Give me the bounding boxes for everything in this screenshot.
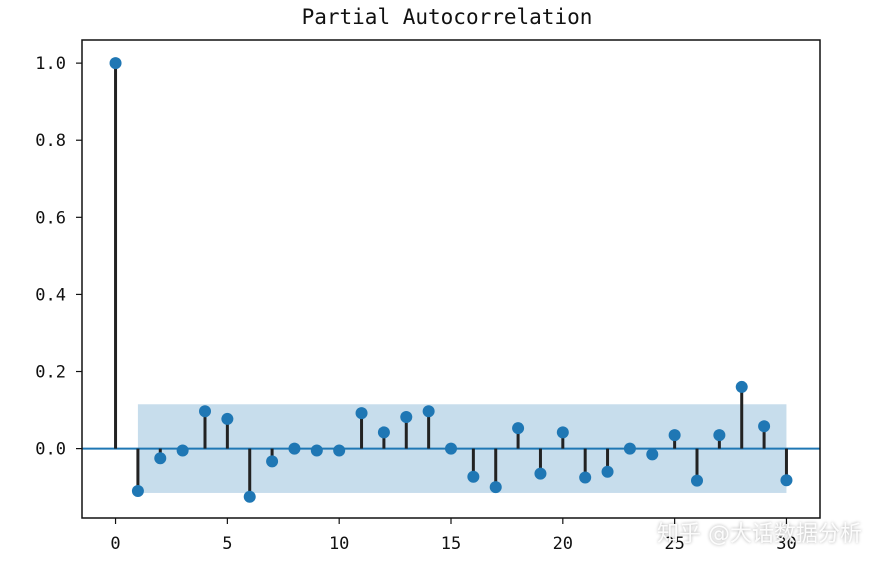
stem-marker (310, 444, 323, 457)
stem-marker (668, 429, 681, 442)
stem-marker (131, 485, 144, 498)
stem-marker (400, 411, 413, 424)
x-tick-label: 30 (776, 534, 796, 554)
y-tick-label: 0.6 (35, 208, 66, 228)
stem-marker (445, 442, 457, 455)
stem-marker (243, 490, 256, 503)
x-tick-label: 15 (441, 534, 461, 554)
stem-marker (512, 422, 525, 435)
stem-marker (601, 465, 614, 478)
stem-marker (154, 452, 167, 465)
stem-marker (176, 444, 189, 457)
x-tick-label: 5 (222, 534, 232, 554)
stem-marker (713, 429, 726, 442)
stem-marker (758, 420, 771, 433)
stem-marker (556, 426, 569, 439)
y-tick-label: 0.2 (35, 363, 66, 383)
x-tick-label: 25 (664, 534, 684, 554)
x-tick-label: 10 (329, 534, 349, 554)
y-tick-label: 0.4 (35, 285, 66, 305)
stem-marker (288, 442, 301, 455)
plot-area (81, 39, 821, 519)
stem-marker (646, 448, 659, 461)
stem-marker (623, 442, 636, 455)
stem-marker (691, 474, 703, 487)
stem-marker (221, 412, 234, 425)
stem-marker (422, 405, 435, 418)
chart-title: Partial Autocorrelation (302, 5, 593, 29)
watermark-text: 知乎 @大话数据分析 (657, 522, 862, 547)
x-axis: 0 5 10 15 20 25 30 (110, 518, 797, 554)
x-tick-label: 0 (110, 534, 120, 554)
y-tick-label: 0.0 (35, 440, 66, 460)
stem-marker (780, 474, 793, 487)
stem-marker (467, 470, 480, 483)
x-tick-label: 20 (553, 534, 573, 554)
stem-marker (534, 467, 547, 480)
stem-marker (266, 455, 279, 468)
stem-marker (735, 380, 748, 393)
y-tick-label: 0.8 (35, 131, 66, 151)
y-tick-label: 1.0 (35, 54, 66, 74)
stem-marker (109, 57, 122, 70)
stem-marker (333, 444, 346, 457)
y-axis: 0.0 0.2 0.4 0.6 0.8 1.0 (35, 54, 82, 460)
stem-marker (199, 405, 211, 418)
stem-marker (377, 426, 390, 439)
stem-marker (489, 481, 502, 494)
stem-marker (579, 471, 592, 484)
stem-marker (355, 407, 368, 420)
